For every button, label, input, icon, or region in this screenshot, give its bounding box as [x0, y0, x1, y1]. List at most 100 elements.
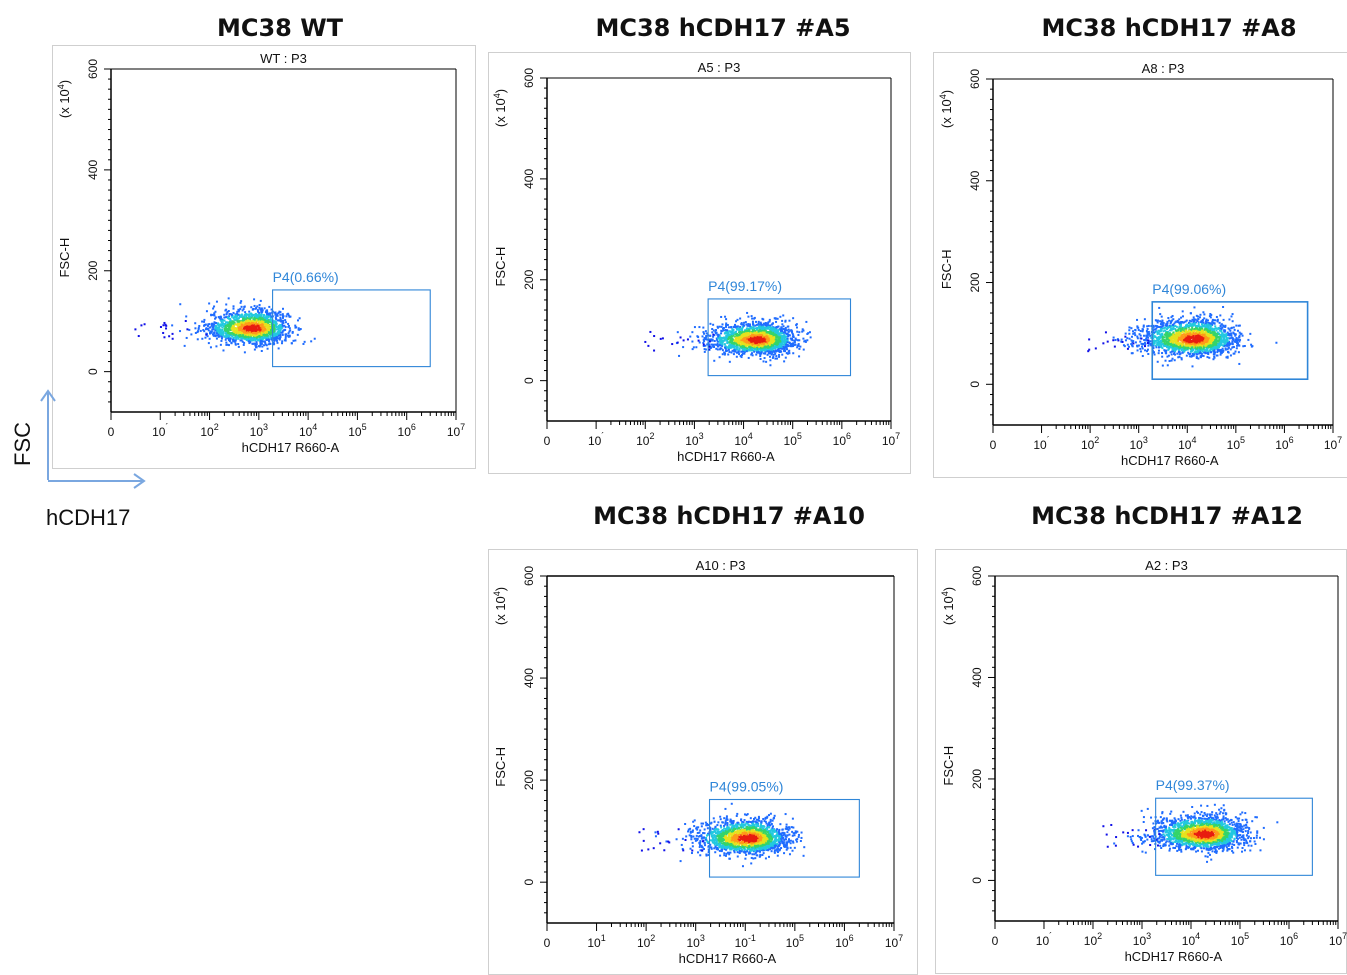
- event-point: [1214, 319, 1216, 321]
- event-point: [738, 353, 740, 355]
- event-point: [254, 349, 256, 351]
- event-point: [749, 325, 751, 327]
- event-point: [275, 321, 277, 323]
- event-point: [238, 331, 240, 333]
- event-point: [280, 320, 282, 322]
- event-point: [279, 317, 281, 319]
- event-point: [285, 340, 287, 342]
- event-point: [787, 326, 789, 328]
- event-point: [722, 341, 724, 343]
- event-points: [1087, 306, 1277, 367]
- event-point: [228, 297, 230, 299]
- x-tick-label: 102: [636, 431, 654, 448]
- event-point: [224, 328, 226, 330]
- event-point: [746, 325, 748, 327]
- event-point: [1168, 320, 1170, 322]
- event-point: [765, 343, 767, 345]
- event-point: [794, 340, 796, 342]
- event-point: [227, 344, 229, 346]
- event-point: [783, 350, 785, 352]
- event-point: [268, 332, 270, 334]
- event-point: [703, 344, 705, 346]
- event-point: [260, 340, 262, 342]
- event-point: [250, 338, 252, 340]
- event-point: [230, 323, 232, 325]
- event-point: [712, 336, 714, 338]
- event-point: [736, 319, 738, 321]
- event-point: [781, 354, 783, 356]
- event-point: [255, 332, 257, 334]
- event-point: [789, 334, 791, 336]
- event-point: [783, 360, 785, 362]
- event-point: [214, 327, 216, 329]
- event-point: [678, 355, 680, 357]
- event-point: [689, 336, 691, 338]
- event-point: [162, 324, 164, 326]
- event-point: [691, 331, 693, 333]
- event-point: [225, 339, 227, 341]
- event-point: [281, 340, 283, 342]
- event-point: [786, 341, 788, 343]
- event-point: [1200, 321, 1202, 323]
- event-point: [203, 325, 205, 327]
- event-point: [1178, 349, 1180, 351]
- event-point: [743, 349, 745, 351]
- event-point: [314, 338, 316, 340]
- event-point: [725, 350, 727, 352]
- event-point: [1161, 316, 1163, 318]
- event-point: [745, 321, 747, 323]
- event-point: [279, 337, 281, 339]
- event-point: [806, 339, 808, 341]
- event-point: [213, 323, 215, 325]
- event-point: [728, 351, 730, 353]
- event-point: [698, 326, 700, 328]
- event-point: [762, 336, 764, 338]
- event-point: [207, 325, 209, 327]
- event-point: [1180, 317, 1182, 319]
- event-point: [740, 351, 742, 353]
- event-point: [247, 338, 249, 340]
- event-point: [736, 352, 738, 354]
- event-point: [234, 316, 236, 318]
- event-point: [778, 333, 780, 335]
- event-point: [222, 334, 224, 336]
- event-point: [713, 345, 715, 347]
- event-point: [767, 321, 769, 323]
- event-point: [735, 337, 737, 339]
- event-point: [758, 321, 760, 323]
- event-point: [764, 347, 766, 349]
- event-point: [227, 325, 229, 327]
- event-point: [203, 319, 205, 321]
- event-point: [744, 348, 746, 350]
- event-point: [250, 315, 252, 317]
- y-tick-label: 0: [968, 381, 982, 388]
- event-point: [775, 321, 777, 323]
- event-point: [644, 341, 646, 343]
- event-point: [282, 314, 284, 316]
- y-axis-label: FSC-H: [939, 249, 954, 289]
- event-point: [220, 340, 222, 342]
- x-tick-label: 102: [1081, 435, 1099, 452]
- event-point: [1237, 330, 1239, 332]
- event-point: [653, 350, 655, 352]
- event-point: [736, 329, 738, 331]
- event-point: [248, 316, 250, 318]
- event-point: [759, 355, 761, 357]
- event-point: [289, 335, 291, 337]
- event-point: [302, 343, 304, 345]
- event-point: [743, 322, 745, 324]
- event-point: [773, 334, 775, 336]
- event-point: [209, 327, 211, 329]
- event-point: [195, 332, 197, 334]
- event-point: [736, 356, 738, 358]
- event-point: [194, 322, 196, 324]
- event-point: [1145, 339, 1147, 341]
- event-point: [1159, 320, 1161, 322]
- event-point: [729, 334, 731, 336]
- event-point: [262, 337, 264, 339]
- event-point: [697, 336, 699, 338]
- event-point: [653, 335, 655, 337]
- event-point: [252, 325, 254, 327]
- event-point: [721, 330, 723, 332]
- event-point: [778, 339, 780, 341]
